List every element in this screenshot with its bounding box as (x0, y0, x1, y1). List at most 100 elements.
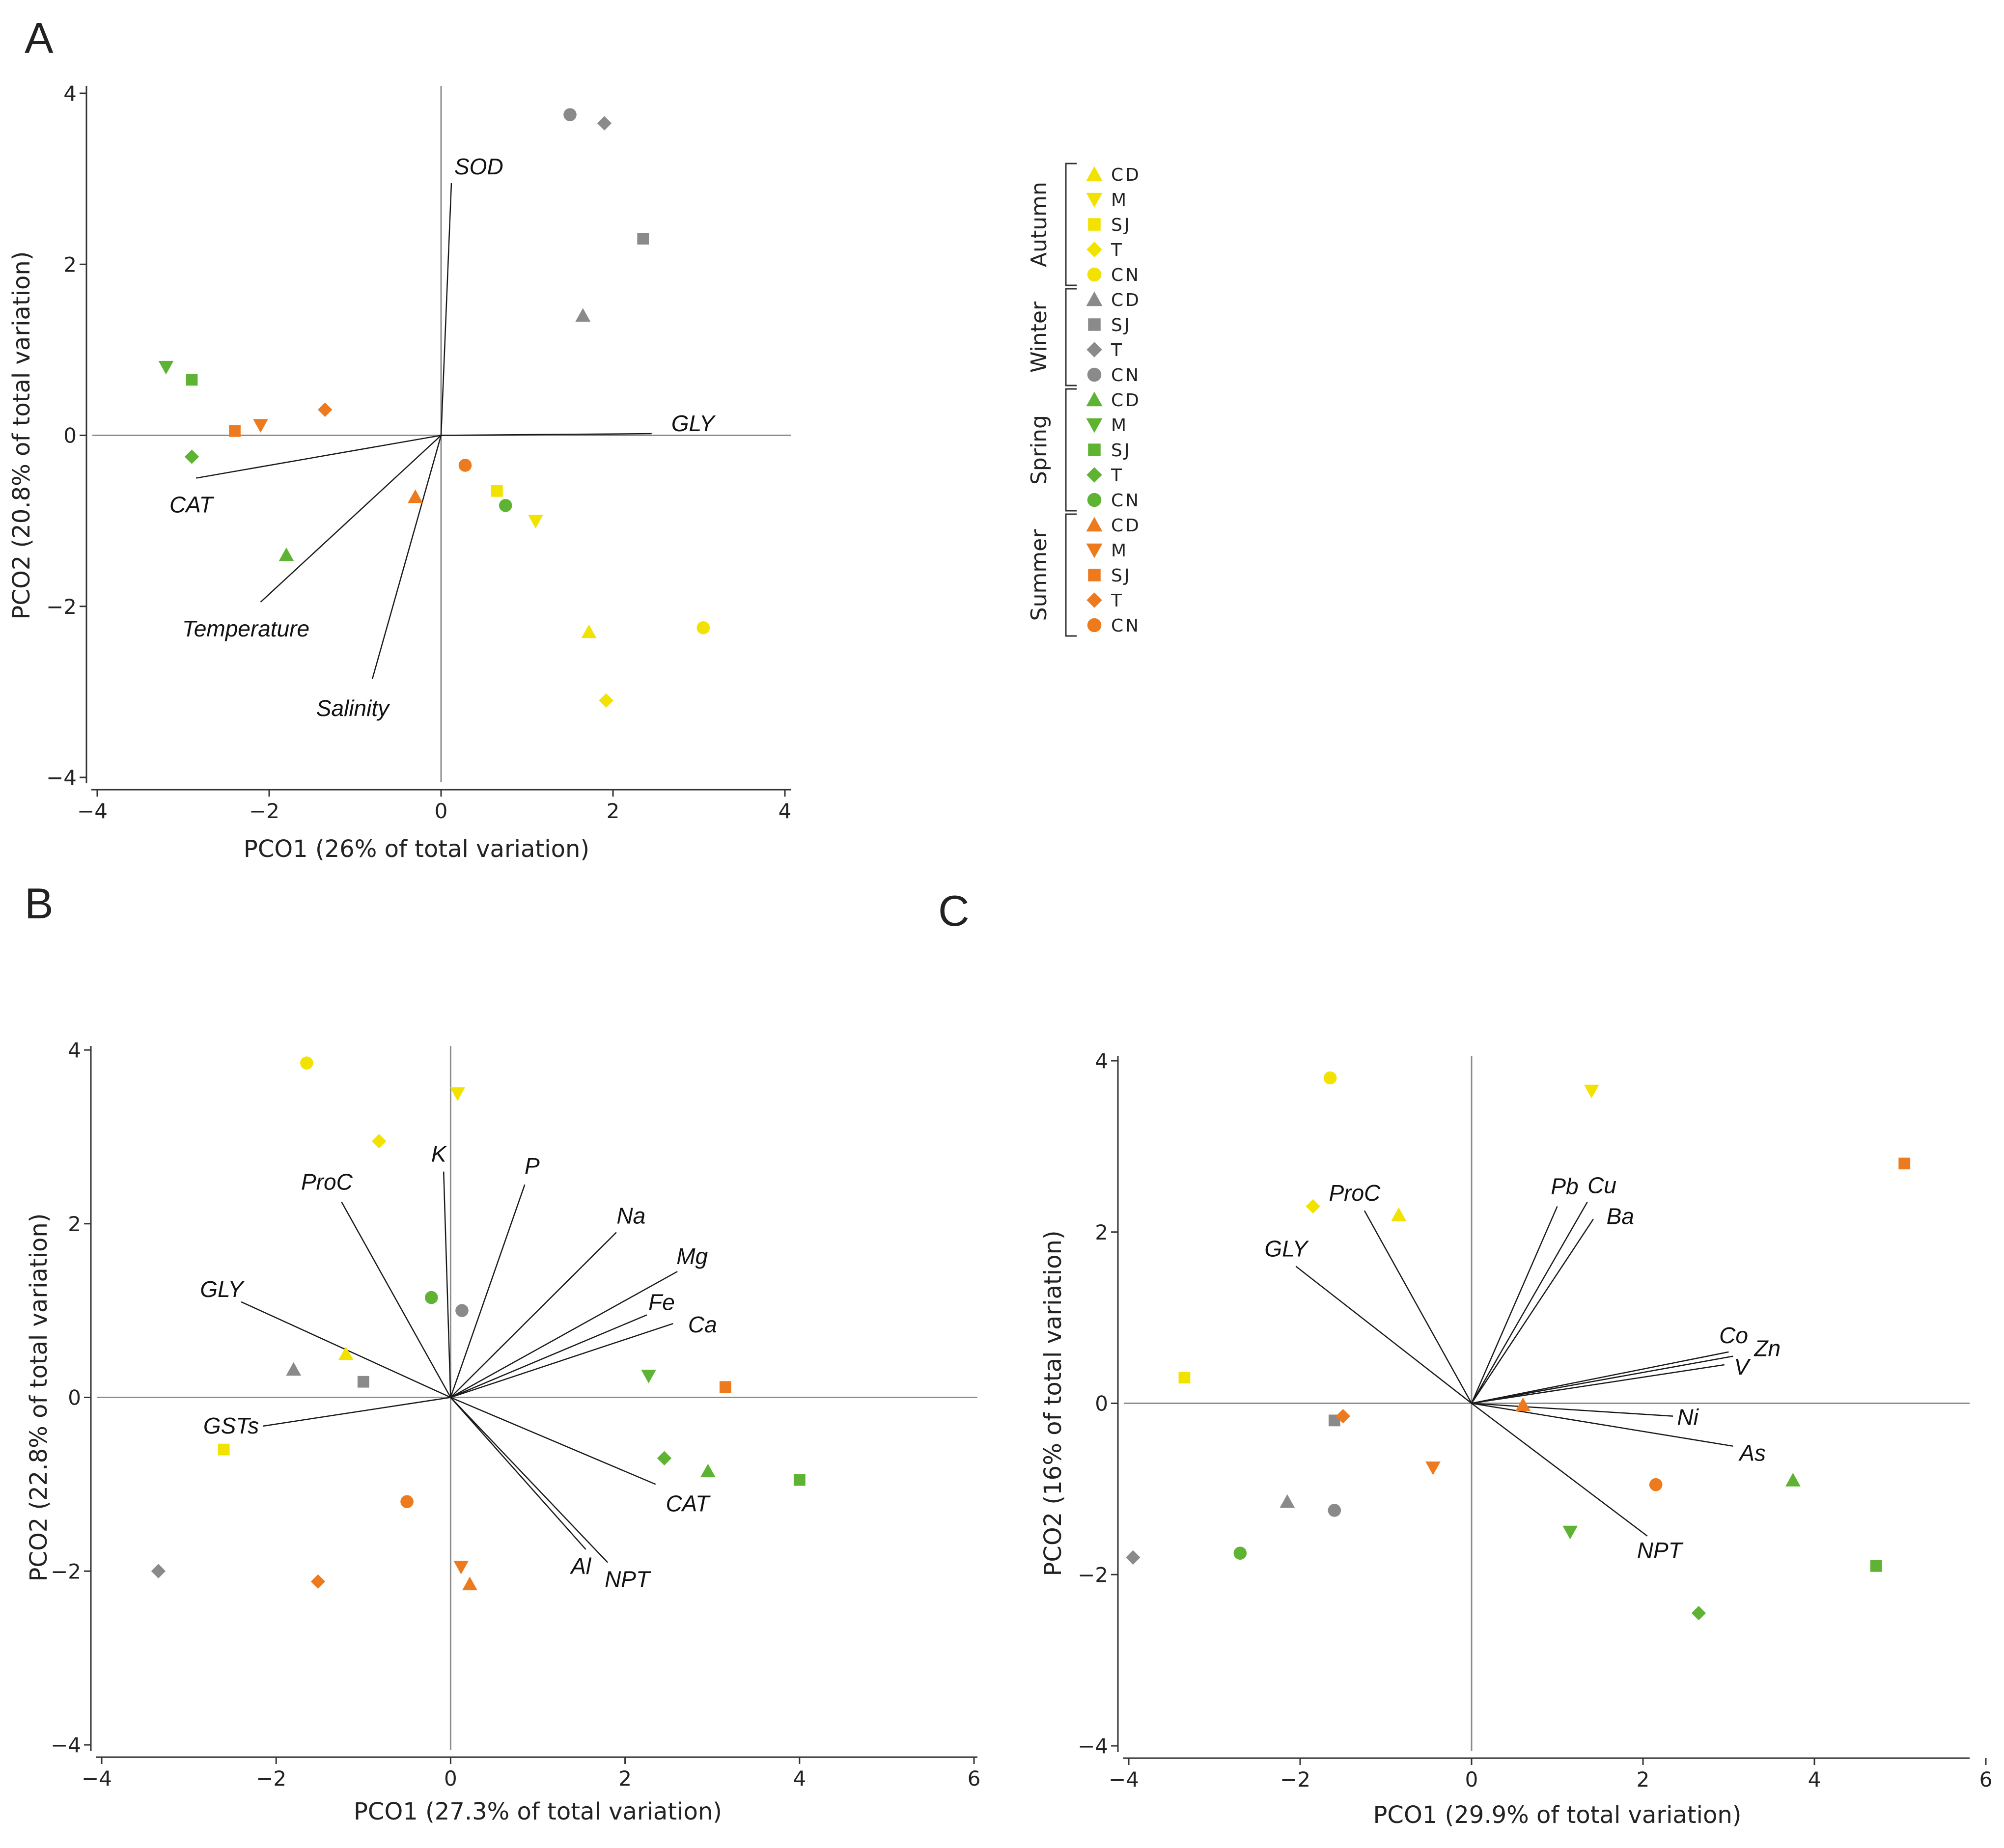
panel-b-vector-al (450, 1397, 586, 1550)
panel-b-vector-label-na: Na (616, 1203, 645, 1228)
panel-c-vector-label-ni: Ni (1677, 1405, 1699, 1430)
panel-c-y-tick-label: 2 (1095, 1220, 1108, 1244)
panel-c-vector-label-proc: ProC (1329, 1180, 1381, 1206)
legend-label-spring-t: T (1111, 466, 1124, 486)
legend-season-spring: Spring (1027, 415, 1052, 485)
legend-marker-winter-cd (1086, 291, 1103, 306)
panel-a-y-axis-title: PCO2 (20.8% of total variation) (8, 251, 35, 619)
panel-c-point-autumn-cd (1391, 1207, 1407, 1221)
panel-b-point-autumn-cd (338, 1346, 354, 1360)
panel-a-vector-label-cat: CAT (169, 492, 214, 518)
panel-b-point-spring-sj (793, 1474, 806, 1486)
legend-marker-summer-m (1086, 543, 1103, 558)
legend-label-winter-t: T (1111, 340, 1124, 360)
panel-b-y-tick-label: −2 (51, 1559, 81, 1583)
panel-a-y-tick-label: −2 (46, 595, 77, 619)
panel-b-x-tick-label: 6 (968, 1766, 981, 1791)
panel-a-x-tick-label: −4 (77, 799, 108, 823)
panel-c-x-axis-title: PCO1 (29.9% of total variation) (1373, 1801, 1741, 1829)
panel-c-point-summer-cn (1649, 1478, 1663, 1491)
panel-b-point-spring-m (641, 1369, 656, 1383)
panel-a-vector-cat (196, 435, 442, 479)
panel-b-point-summer-m (453, 1561, 469, 1574)
panel-b-vector-ca (450, 1323, 673, 1398)
panel-a-point-winter-t (597, 116, 612, 131)
panel-c-x-tick-label: −2 (1280, 1767, 1310, 1792)
panel-c-point-summer-t (1336, 1408, 1350, 1424)
legend-marker-summer-cd (1086, 517, 1103, 532)
legend-marker-spring-cn (1087, 493, 1102, 507)
panel-a-vector-label-temperature: Temperature (182, 616, 309, 641)
legend-marker-autumn-cd (1086, 166, 1103, 181)
legend-marker-autumn-t (1086, 242, 1102, 257)
panel-c-vector-ni (1471, 1403, 1673, 1417)
legend-marker-spring-sj (1088, 443, 1101, 456)
panel-a-point-summer-cn (458, 459, 472, 472)
panel-b-point-summer-cd (462, 1576, 477, 1591)
panel-c-x-tick-label: −4 (1109, 1767, 1139, 1792)
panel-b-x-tick-label: −2 (256, 1766, 286, 1791)
legend-bracket-winter (1065, 288, 1077, 386)
panel-c-x-tick-label: 6 (1979, 1767, 1993, 1792)
panel-b-vector-label-ca: Ca (688, 1312, 717, 1337)
panel-b-point-winter-cd (286, 1362, 302, 1376)
panel-a-point-autumn-m (528, 515, 543, 529)
panel-c-vector-ba (1471, 1218, 1594, 1404)
legend-label-spring-m: M (1111, 415, 1128, 436)
legend-season-autumn: Autumn (1027, 182, 1052, 267)
panel-a-y-tick-label: 2 (63, 252, 77, 276)
legend-label-spring-cn: CN (1111, 491, 1141, 511)
panel-a-x-tick-label: 0 (435, 799, 448, 823)
panel-c-vector-v (1471, 1364, 1725, 1404)
panel-b-vector-k (443, 1171, 451, 1398)
panel-b-x-axis-title: PCO1 (27.3% of total variation) (354, 1798, 722, 1825)
panel-b-vector-label-proc: ProC (301, 1169, 353, 1195)
panel-a-point-summer-m (253, 419, 268, 433)
panel-c-point-summer-m (1425, 1461, 1441, 1475)
panel-a-y-tick-label: 4 (63, 82, 77, 106)
panel-c-vector-co (1471, 1351, 1729, 1404)
legend-season-winter: Winter (1027, 301, 1052, 373)
panel-c-point-spring-m (1562, 1525, 1578, 1540)
panel-b-vector-na (450, 1232, 617, 1398)
panel-c-point-winter-t (1126, 1550, 1141, 1565)
panel-c-vector-proc (1364, 1210, 1473, 1404)
panel-a-point-autumn-sj (491, 485, 503, 497)
panel-c-point-spring-sj (1870, 1560, 1882, 1572)
panel-a-vector-label-salinity: Salinity (316, 695, 390, 721)
legend-label-autumn-sj: SJ (1111, 215, 1131, 235)
panel-a-y-tick-label: 0 (63, 424, 77, 448)
panel-a-point-summer-cd (408, 489, 423, 503)
panel-c-point-autumn-m (1584, 1084, 1599, 1099)
panel-a-x-axis-title: PCO1 (26% of total variation) (244, 835, 589, 863)
panel-a-vector-salinity (371, 435, 442, 680)
panel-a-point-winter-cn (563, 108, 577, 121)
panel-a-point-autumn-t (599, 693, 613, 708)
panel-b-point-summer-cn (400, 1495, 414, 1509)
panel-c-y-tick-label: 0 (1095, 1392, 1108, 1416)
panel-b-vector-proc (341, 1201, 451, 1398)
panel-b-y-tick-label: 4 (68, 1038, 81, 1062)
panel-a-point-spring-m (158, 360, 174, 375)
legend-label-summer-t: T (1111, 591, 1124, 611)
panel-c-vector-zn (1471, 1355, 1733, 1404)
legend-label-summer-cd: CD (1111, 516, 1141, 536)
panel-b-x-tick-label: 2 (618, 1766, 632, 1791)
panel-c-vector-label-gly: GLY (1264, 1236, 1309, 1262)
panel-a-point-spring-sj (186, 374, 198, 386)
panel-b-vector-fe (450, 1314, 647, 1398)
panel-b-point-autumn-m (450, 1087, 466, 1101)
legend-marker-winter-cn (1087, 367, 1102, 382)
panel-b-vector-npt (450, 1397, 608, 1563)
panel-a-vector-sod (440, 183, 452, 436)
panel-b-vector-label-p: P (525, 1153, 540, 1179)
panel-b-x-tick-label: −4 (82, 1766, 112, 1791)
panel-a-vector-label-sod: SOD (454, 154, 503, 179)
panel-b-vector-gsts (263, 1397, 451, 1427)
panel-a-point-spring-cn (499, 498, 512, 512)
legend-label-spring-sj: SJ (1111, 441, 1131, 461)
panel-b-point-spring-cn (425, 1291, 438, 1304)
panel-b-x-tick-label: 4 (793, 1766, 806, 1791)
legend-season-summer: Summer (1027, 529, 1052, 621)
